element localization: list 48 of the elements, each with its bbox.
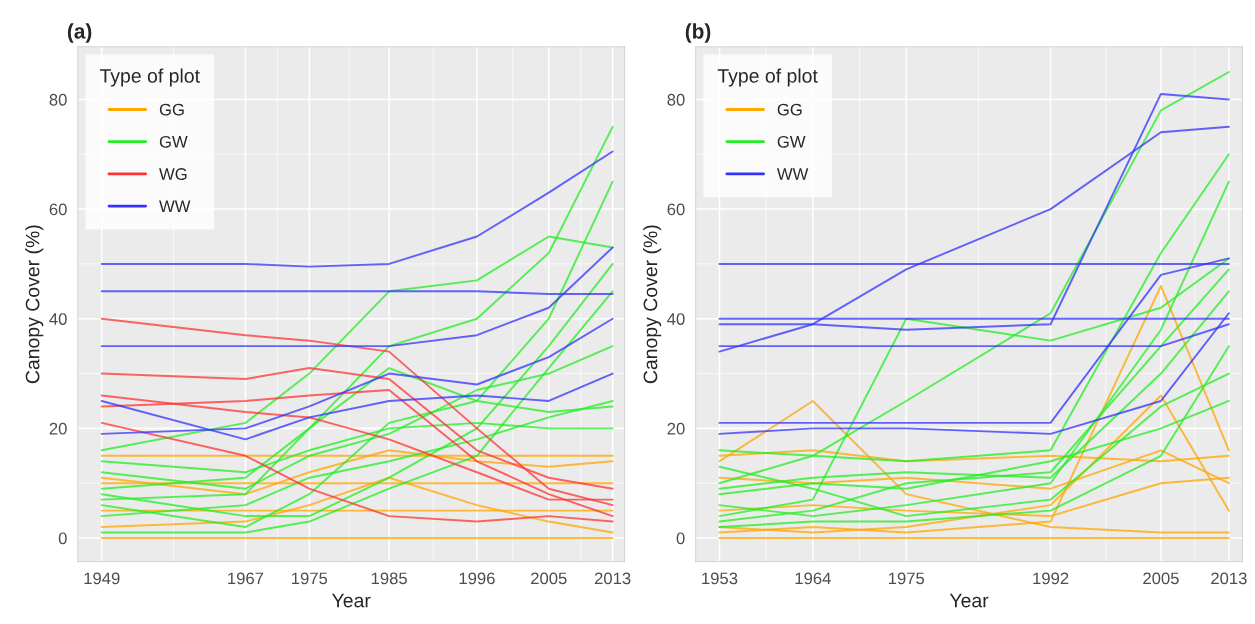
line-series	[100, 421, 614, 523]
y-tick-label: 40	[49, 313, 67, 325]
x-tick-label: 1985	[371, 572, 407, 585]
y-axis-title: Canopy Cover (%)	[25, 225, 44, 384]
y-tick-label: 80	[49, 93, 67, 106]
line-series	[100, 317, 614, 507]
legend-label: WW	[159, 200, 191, 212]
x-tick-label: 1949	[84, 572, 120, 585]
chart-title: (a)	[67, 23, 92, 43]
x-axis-title: Year	[949, 593, 989, 608]
x-tick-label: 2005	[531, 572, 567, 585]
legend-label: GG	[777, 103, 802, 116]
x-tick-label: 1996	[459, 572, 495, 585]
x-tick-label: 1964	[795, 572, 831, 585]
y-tick-label: 60	[49, 203, 67, 216]
line-series	[718, 345, 1230, 529]
y-tick-label: 20	[667, 422, 685, 435]
line-series	[100, 290, 614, 534]
x-tick-label: 1953	[702, 572, 738, 585]
legend-label: GG	[159, 103, 184, 116]
line-series	[100, 150, 614, 268]
legend-title: Type of plot	[99, 68, 200, 87]
legend-title: Type of plot	[717, 68, 818, 87]
x-tick-label: 2013	[594, 572, 631, 585]
y-tick-label: 80	[667, 93, 685, 106]
y-axis-title: Canopy Cover (%)	[643, 225, 662, 384]
legend-label: GW	[159, 135, 188, 148]
x-tick-label: 2013	[1211, 572, 1247, 585]
y-tick-label: 20	[49, 422, 67, 435]
chart-title: (b)	[685, 23, 711, 43]
line-series	[100, 476, 614, 534]
legend-label: WW	[776, 168, 809, 180]
legend-label: WG	[159, 168, 187, 180]
y-tick-label: 0	[58, 532, 67, 545]
y-tick-label: 40	[667, 313, 685, 325]
x-tick-label: 1992	[1033, 572, 1069, 585]
line-series	[100, 449, 614, 496]
x-tick-label: 1975	[888, 572, 925, 585]
x-tick-label: 1967	[228, 572, 264, 585]
x-tick-label: 2005	[1143, 572, 1179, 585]
x-axis-title: Year	[331, 593, 371, 608]
y-tick-label: 0	[676, 532, 685, 545]
line-series	[100, 180, 614, 529]
line-series	[100, 246, 614, 348]
x-tick-label: 1975	[292, 572, 328, 585]
line-series	[718, 312, 1230, 435]
legend-label: GW	[777, 135, 806, 148]
y-tick-label: 60	[667, 203, 685, 216]
